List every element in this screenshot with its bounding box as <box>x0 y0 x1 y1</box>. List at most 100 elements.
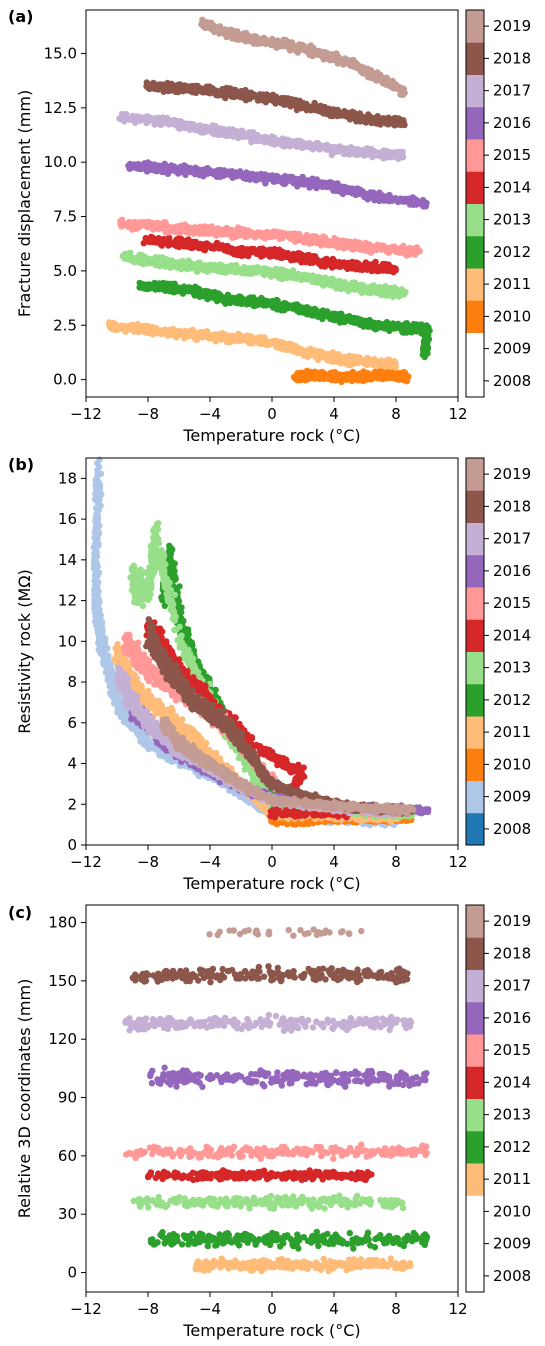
data-point-2013 <box>163 258 170 266</box>
data-point-2015 <box>245 228 252 236</box>
data-point-2017 <box>394 152 401 159</box>
data-point-2017 <box>198 127 205 134</box>
data-point-2012 <box>321 309 328 316</box>
panel-label-c: (c) <box>8 903 32 922</box>
data-point-2011 <box>150 324 157 332</box>
data-point-2017 <box>240 132 248 140</box>
data-point-2016 <box>206 167 214 174</box>
data-point-2016 <box>169 166 176 173</box>
data-point-2011 <box>290 347 298 354</box>
data-point-2012 <box>207 294 214 301</box>
data-point-2018 <box>155 86 162 93</box>
data-point-2011 <box>246 334 253 341</box>
data-point-2012 <box>341 317 348 324</box>
data-point-2015 <box>413 244 421 251</box>
data-point-2010 <box>376 372 383 379</box>
data-point-2018 <box>213 91 220 99</box>
data-point-2017 <box>158 121 165 128</box>
data-point-2014 <box>178 240 186 247</box>
data-point-2013 <box>134 254 141 261</box>
panel-label-a: (a) <box>8 7 33 26</box>
data-point-2015 <box>348 242 355 250</box>
data-point-2015 <box>206 227 213 234</box>
data-point-2017 <box>354 149 361 157</box>
data-point-2010 <box>360 368 367 375</box>
data-point-2012 <box>255 299 263 307</box>
data-point-2015 <box>263 230 270 238</box>
data-point-2013 <box>253 265 260 272</box>
data-point-2011 <box>280 341 288 348</box>
data-point-2013 <box>153 258 160 265</box>
data-point-2017 <box>270 135 277 142</box>
data-point-2014 <box>284 251 291 258</box>
data-point-2017 <box>324 141 331 149</box>
data-point-2014 <box>189 241 197 248</box>
data-point-2011 <box>186 331 193 339</box>
data-point-2010 <box>352 375 359 382</box>
data-point-2014 <box>333 260 340 267</box>
data-point-2016 <box>177 166 184 173</box>
data-point-2010 <box>300 374 307 382</box>
data-point-2016 <box>298 175 305 182</box>
data-point-2014 <box>374 265 381 272</box>
data-point-2012 <box>329 310 336 317</box>
data-point-2016 <box>163 163 170 170</box>
data-point-2013 <box>360 284 367 291</box>
data-point-2011 <box>386 362 394 370</box>
data-point-2016 <box>420 203 427 210</box>
data-point-2014 <box>313 258 321 265</box>
data-point-2013 <box>143 256 150 264</box>
data-point-2016 <box>409 196 416 203</box>
data-point-2014 <box>388 266 395 273</box>
data-point-2018 <box>167 83 175 90</box>
data-point-2012 <box>224 296 231 303</box>
data-point-2010 <box>365 372 372 379</box>
data-point-2017 <box>331 148 339 156</box>
data-point-2018 <box>222 88 229 95</box>
panel-label-b: (b) <box>8 455 34 474</box>
data-point-2017 <box>183 120 191 127</box>
data-point-2018 <box>209 86 216 93</box>
data-point-2016 <box>284 174 292 182</box>
data-point-2013 <box>184 266 191 273</box>
data-point-2017 <box>306 140 313 147</box>
data-point-2012 <box>213 297 221 305</box>
data-point-2015 <box>123 220 130 227</box>
data-point-2015 <box>160 219 167 226</box>
data-point-2011 <box>158 330 165 338</box>
data-point-2012 <box>319 315 326 323</box>
data-point-2012 <box>394 323 401 330</box>
data-point-2014 <box>305 258 313 265</box>
data-point-2017 <box>138 115 145 122</box>
data-point-2010 <box>347 372 355 379</box>
data-point-2013 <box>207 262 214 269</box>
data-point-2011 <box>238 337 245 344</box>
data-point-2015 <box>136 220 144 227</box>
data-point-2013 <box>126 256 133 263</box>
data-point-2015 <box>368 246 375 253</box>
data-point-2017 <box>256 135 263 142</box>
data-point-2017 <box>177 121 184 128</box>
data-point-2017 <box>169 120 176 127</box>
data-point-2016 <box>182 171 189 178</box>
data-point-2012 <box>286 302 293 309</box>
data-point-2016 <box>385 198 393 205</box>
data-point-2012 <box>355 320 362 327</box>
data-point-2011 <box>319 353 326 360</box>
data-point-2017 <box>212 125 220 132</box>
data-point-2012 <box>273 296 280 304</box>
data-point-2016 <box>326 183 333 190</box>
data-point-2012 <box>138 284 145 291</box>
data-point-2012 <box>423 327 430 335</box>
data-point-2010 <box>319 372 326 379</box>
data-point-2013 <box>262 266 270 273</box>
data-point-2017 <box>119 113 126 120</box>
data-points <box>105 16 433 385</box>
data-point-2017 <box>163 114 171 122</box>
data-point-2010 <box>291 374 298 381</box>
data-point-2013 <box>261 271 268 279</box>
data-point-2014 <box>320 258 327 266</box>
data-point-2011 <box>178 329 186 336</box>
data-point-2016 <box>243 175 250 182</box>
data-point-2017 <box>362 148 370 156</box>
